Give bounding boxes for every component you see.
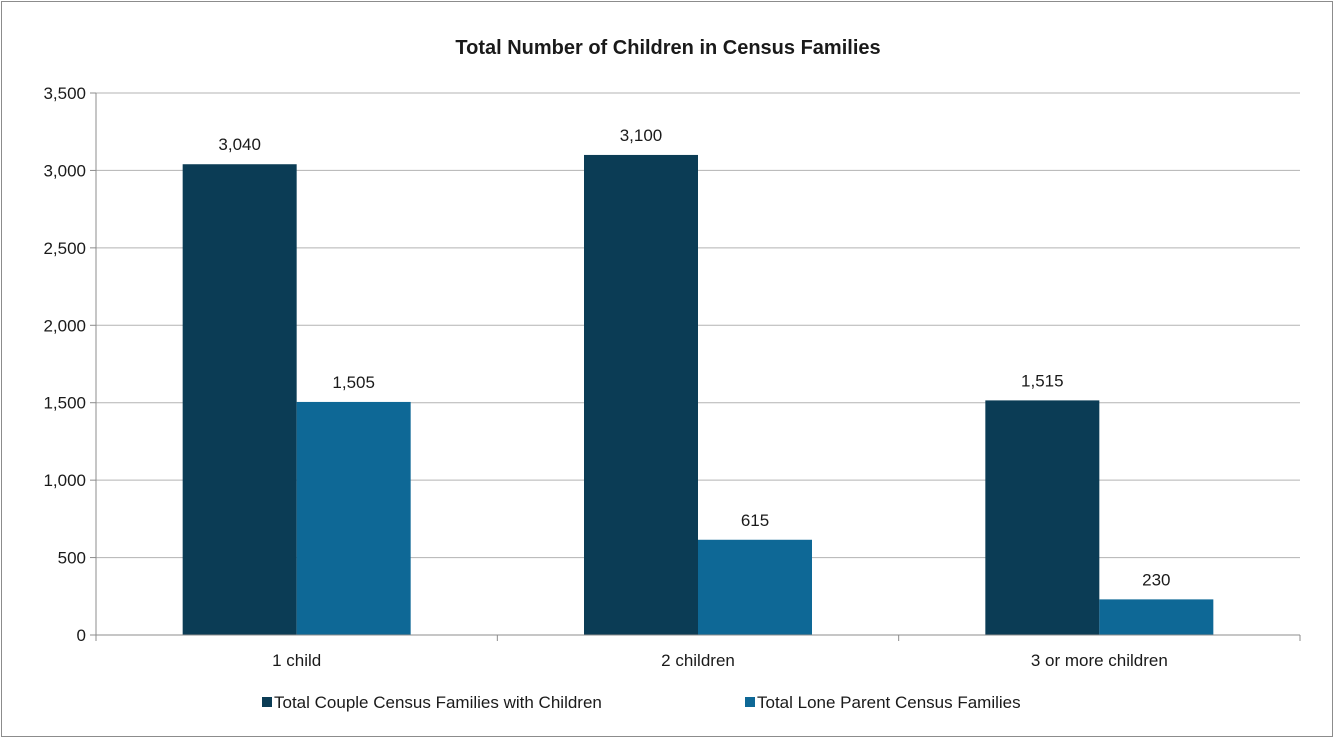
bar (1099, 599, 1214, 635)
y-tick-label: 0 (77, 626, 86, 645)
legend-swatch (745, 697, 755, 707)
data-label: 3,100 (620, 126, 663, 145)
legend: Total Couple Census Families with Childr… (262, 693, 1021, 712)
chart-title: Total Number of Children in Census Famil… (455, 37, 880, 59)
bar (985, 400, 1100, 635)
data-label: 615 (741, 511, 769, 530)
data-label: 1,515 (1021, 371, 1064, 390)
data-label: 1,505 (332, 373, 375, 392)
x-axis-tick-labels: 1 child 2 children 3 or more children (272, 651, 1168, 670)
bar (698, 539, 812, 635)
bars (182, 154, 1214, 635)
x-tick-label: 3 or more children (1031, 651, 1168, 670)
data-label: 230 (1142, 570, 1170, 589)
bar (584, 154, 698, 635)
legend-swatch (262, 697, 272, 707)
y-tick-label: 3,500 (43, 84, 86, 103)
legend-label: Total Couple Census Families with Childr… (274, 693, 602, 712)
y-axis-tick-labels: 0 500 1,000 1,500 2,000 2,500 3,000 3,500 (43, 84, 86, 645)
y-tick-label: 3,000 (43, 161, 86, 180)
data-labels: 3,040 1,505 3,100 615 1,515 230 (218, 126, 1170, 589)
x-tick-label: 1 child (272, 651, 321, 670)
axes (90, 92, 1301, 641)
x-tick-label: 2 children (661, 651, 735, 670)
y-tick-label: 2,500 (43, 239, 86, 258)
y-tick-label: 500 (58, 549, 86, 568)
y-tick-label: 1,500 (43, 394, 86, 413)
bar (182, 164, 297, 635)
legend-label: Total Lone Parent Census Families (757, 693, 1021, 712)
y-tick-label: 1,000 (43, 471, 86, 490)
data-label: 3,040 (218, 135, 261, 154)
bar (296, 401, 411, 635)
y-tick-label: 2,000 (43, 316, 86, 335)
